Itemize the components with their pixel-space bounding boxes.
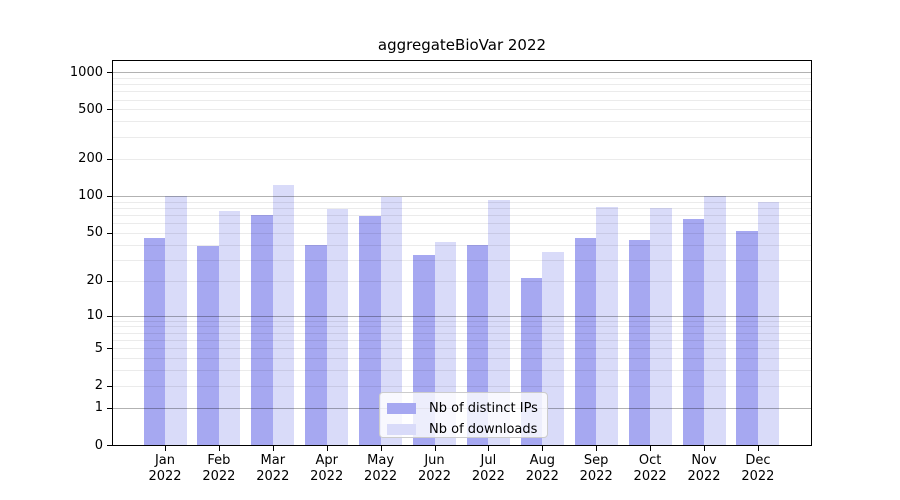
x-tick-mark-sep xyxy=(596,445,598,451)
legend-label-distinct-ips: Nb of distinct IPs xyxy=(429,401,538,416)
x-tick-label-sep: Sep 2022 xyxy=(566,453,626,485)
month-label: Feb xyxy=(207,453,231,468)
x-tick-label-dec: Dec 2022 xyxy=(728,453,788,485)
x-tick-mark-dec xyxy=(757,445,759,451)
bar-feb-downloads xyxy=(218,210,241,445)
bar-mar-distinct-ips xyxy=(251,214,273,445)
bar-apr-downloads xyxy=(326,209,349,445)
y-tick-label-2: 2 xyxy=(94,378,103,394)
bars-layer xyxy=(113,61,811,445)
month-label: Mar xyxy=(260,453,286,468)
bar-jan-distinct-ips xyxy=(143,238,165,445)
bar-dec-downloads xyxy=(757,201,780,445)
bar-apr-distinct-ips xyxy=(305,244,327,445)
x-tick-label-oct: Oct 2022 xyxy=(620,453,680,485)
bar-sep-distinct-ips xyxy=(574,238,597,445)
year-label: 2022 xyxy=(579,469,613,484)
year-label: 2022 xyxy=(202,469,236,484)
month-label: May xyxy=(367,453,395,468)
legend-row-downloads: Nb of downloads xyxy=(387,419,539,440)
bar-jan-downloads xyxy=(165,195,187,445)
month-label: Oct xyxy=(638,453,662,468)
x-tick-mark-apr xyxy=(326,445,328,451)
month-label: Jun xyxy=(424,453,445,468)
x-tick-mark-oct xyxy=(650,445,652,451)
month-label: Nov xyxy=(691,453,717,468)
legend-swatch-downloads xyxy=(387,424,416,435)
year-label: 2022 xyxy=(256,469,290,484)
bar-dec-distinct-ips xyxy=(736,230,758,445)
bar-oct-downloads xyxy=(650,207,672,445)
legend-row-distinct-ips: Nb of distinct IPs xyxy=(387,398,539,419)
month-label: Aug xyxy=(529,453,555,468)
y-tick-label-200: 200 xyxy=(78,151,103,167)
bar-mar-downloads xyxy=(272,184,295,445)
x-tick-label-jun: Jun 2022 xyxy=(405,453,465,485)
bar-nov-distinct-ips xyxy=(682,218,704,445)
x-tick-mark-feb xyxy=(218,445,220,451)
x-tick-mark-mar xyxy=(272,445,274,451)
bar-feb-distinct-ips xyxy=(197,245,219,445)
year-label: 2022 xyxy=(148,469,182,484)
y-tick-label-20: 20 xyxy=(86,273,103,289)
legend-label-downloads: Nb of downloads xyxy=(429,422,538,437)
year-label: 2022 xyxy=(310,469,344,484)
bar-sep-downloads xyxy=(596,207,618,445)
x-tick-label-mar: Mar 2022 xyxy=(243,453,303,485)
year-label: 2022 xyxy=(687,469,721,484)
x-tick-mark-jul xyxy=(488,445,490,451)
x-tick-label-may: May 2022 xyxy=(351,453,411,485)
x-tick-label-nov: Nov 2022 xyxy=(674,453,734,485)
year-label: 2022 xyxy=(471,469,505,484)
month-label: Jan xyxy=(154,453,176,468)
x-tick-mark-jan xyxy=(165,445,166,451)
bar-jul-downloads xyxy=(488,199,510,445)
y-tick-label-500: 500 xyxy=(78,101,103,117)
bar-may-distinct-ips xyxy=(359,216,381,445)
y-tick-label-1: 1 xyxy=(94,400,103,416)
year-label: 2022 xyxy=(741,469,775,484)
x-tick-mark-aug xyxy=(542,445,544,451)
x-tick-label-jan: Jan 2022 xyxy=(135,453,195,485)
month-label: Jul xyxy=(480,453,497,468)
month-label: Sep xyxy=(583,453,609,468)
year-label: 2022 xyxy=(417,469,452,484)
y-tick-label-10: 10 xyxy=(86,308,103,323)
x-tick-mark-jun xyxy=(434,445,436,451)
x-tick-label-apr: Apr 2022 xyxy=(297,453,357,485)
x-tick-mark-may xyxy=(380,445,382,451)
month-label: Dec xyxy=(745,453,771,468)
x-tick-mark-nov xyxy=(704,445,705,451)
bar-nov-downloads xyxy=(704,195,726,445)
y-tick-label-5: 5 xyxy=(94,340,103,356)
x-tick-label-feb: Feb 2022 xyxy=(189,453,249,485)
y-tick-label-50: 50 xyxy=(86,225,103,241)
year-label: 2022 xyxy=(525,469,559,484)
x-tick-label-jul: Jul 2022 xyxy=(458,453,518,485)
bar-may-downloads xyxy=(380,196,403,445)
legend-swatch-distinct-ips xyxy=(387,403,416,414)
chart-title: aggregateBioVar 2022 xyxy=(377,36,547,54)
y-tick-label-0: 0 xyxy=(94,437,103,453)
plot-area xyxy=(112,60,812,446)
y-tick-label-100: 100 xyxy=(78,188,103,204)
y-tick-label-1000: 1000 xyxy=(69,64,103,80)
x-tick-label-aug: Aug 2022 xyxy=(512,453,572,485)
year-label: 2022 xyxy=(364,469,398,484)
year-label: 2022 xyxy=(633,469,667,484)
bar-oct-distinct-ips xyxy=(628,239,651,445)
month-label: Apr xyxy=(315,453,338,468)
y-tick-mark-0 xyxy=(107,445,113,446)
legend: Nb of distinct IPs Nb of downloads xyxy=(379,392,548,438)
